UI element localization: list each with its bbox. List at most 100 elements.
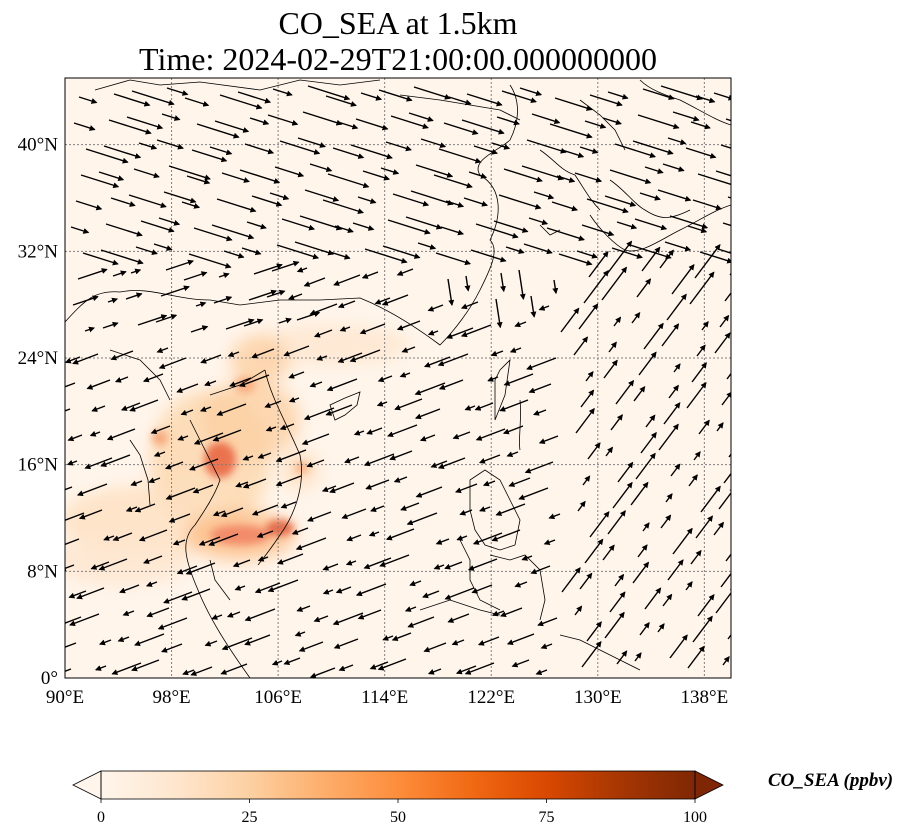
wind-arrow	[645, 414, 656, 428]
wind-arrow	[77, 268, 108, 280]
wind-arrow	[407, 616, 435, 628]
wind-arrow	[614, 143, 657, 159]
wind-arrow	[214, 120, 250, 133]
wind-arrow	[666, 293, 687, 321]
wind-arrow	[642, 88, 675, 101]
wind-arrow	[131, 659, 160, 672]
wind-arrow	[108, 119, 152, 135]
wind-arrow	[393, 476, 408, 483]
wind-arrow	[288, 396, 300, 403]
wind-arrow	[607, 91, 629, 100]
wind-arrow	[385, 528, 415, 541]
wind-arrow	[695, 95, 716, 104]
wind-arrow	[538, 305, 550, 311]
wind-arrow	[503, 168, 543, 183]
wind-arrow	[156, 347, 169, 354]
coastlines	[65, 79, 731, 678]
wind-arrow	[701, 321, 709, 331]
wind-arrow	[406, 512, 438, 526]
wind-arrow	[130, 268, 142, 275]
wind-arrow	[535, 669, 548, 676]
wind-arrow	[415, 486, 443, 498]
wind-arrow	[219, 94, 263, 110]
wind-arrow	[280, 501, 297, 509]
colorbar-ticks: 0 25 50 75 100	[97, 799, 707, 826]
wind-arrow	[444, 587, 475, 600]
wind-arrow	[433, 174, 473, 189]
wind-arrow	[266, 289, 286, 298]
wind-arrow	[322, 588, 334, 595]
wind-arrow	[107, 297, 119, 304]
wind-arrow	[526, 357, 557, 371]
wind-arrow	[333, 274, 361, 286]
wind-arrow	[549, 123, 593, 139]
wind-arrow	[464, 275, 471, 292]
chart-subtitle: Time: 2024-02-29T21:00:00.000000000	[139, 41, 657, 77]
wind-arrow	[337, 121, 359, 130]
wind-arrow	[142, 373, 164, 383]
colorbar-tick-label: 100	[683, 809, 707, 826]
wind-arrow	[91, 405, 106, 412]
wind-arrow	[668, 384, 679, 399]
wind-arrow	[577, 500, 586, 512]
wind-arrow	[158, 217, 181, 226]
wind-arrow	[427, 329, 439, 336]
wind-arrow	[438, 379, 464, 390]
wind-arrow	[715, 170, 731, 177]
wind-arrow	[540, 643, 553, 650]
wind-arrow	[477, 636, 500, 646]
wind-arrow	[643, 322, 664, 350]
wind-arrow	[105, 223, 143, 237]
wind-arrow	[518, 269, 526, 300]
wind-arrow	[671, 264, 695, 295]
wind-arrow	[526, 139, 567, 154]
wind-arrow	[316, 355, 328, 361]
wind-arrow	[313, 615, 329, 623]
wind-arrow	[281, 218, 316, 231]
wind-arrow	[357, 609, 382, 620]
wind-arrow	[204, 640, 218, 647]
wind-arrow	[582, 475, 591, 486]
wind-arrow	[632, 561, 650, 584]
wind-arrow	[220, 507, 244, 518]
wind-arrow	[155, 313, 178, 323]
wind-arrow	[307, 511, 332, 522]
wind-arrow	[714, 332, 731, 354]
wind-arrow	[447, 613, 470, 623]
wind-arrow	[452, 431, 471, 440]
wind-arrow	[140, 220, 175, 233]
wind-arrow	[303, 407, 335, 421]
wind-arrow	[615, 379, 635, 405]
wind-arrow	[461, 119, 505, 135]
wind-arrow	[713, 92, 731, 101]
wind-arrow	[161, 113, 181, 121]
wind-arrow	[715, 586, 731, 614]
wind-arrow	[586, 621, 602, 642]
wind-arrow	[581, 640, 602, 668]
wind-arrow	[636, 278, 652, 298]
wind-arrow	[333, 638, 359, 649]
wind-arrow	[153, 243, 173, 251]
wind-arrow	[80, 174, 120, 189]
wind-arrow	[719, 314, 730, 328]
wind-arrow	[75, 200, 103, 211]
chart-title: CO_SEA at 1.5km	[278, 5, 518, 41]
wind-arrow	[380, 167, 400, 175]
wind-arrow	[391, 632, 412, 641]
wind-arrow	[239, 374, 270, 388]
wind-arrow	[145, 581, 158, 587]
wind-arrow	[635, 452, 656, 480]
lon-tick-label: 98°E	[152, 687, 190, 708]
colorbar-tick-label: 25	[242, 809, 258, 826]
wind-arrow	[309, 381, 323, 388]
wind-arrow	[691, 362, 707, 383]
wind-arrow	[509, 347, 522, 353]
wind-arrow	[360, 92, 383, 101]
wind-arrow	[275, 475, 302, 487]
wind-arrow	[460, 324, 492, 338]
wind-arrow	[265, 425, 277, 432]
wind-arrow	[662, 163, 685, 172]
wind-arrow	[334, 225, 354, 234]
wind-arrow	[66, 459, 78, 466]
wind-arrow	[576, 250, 599, 259]
